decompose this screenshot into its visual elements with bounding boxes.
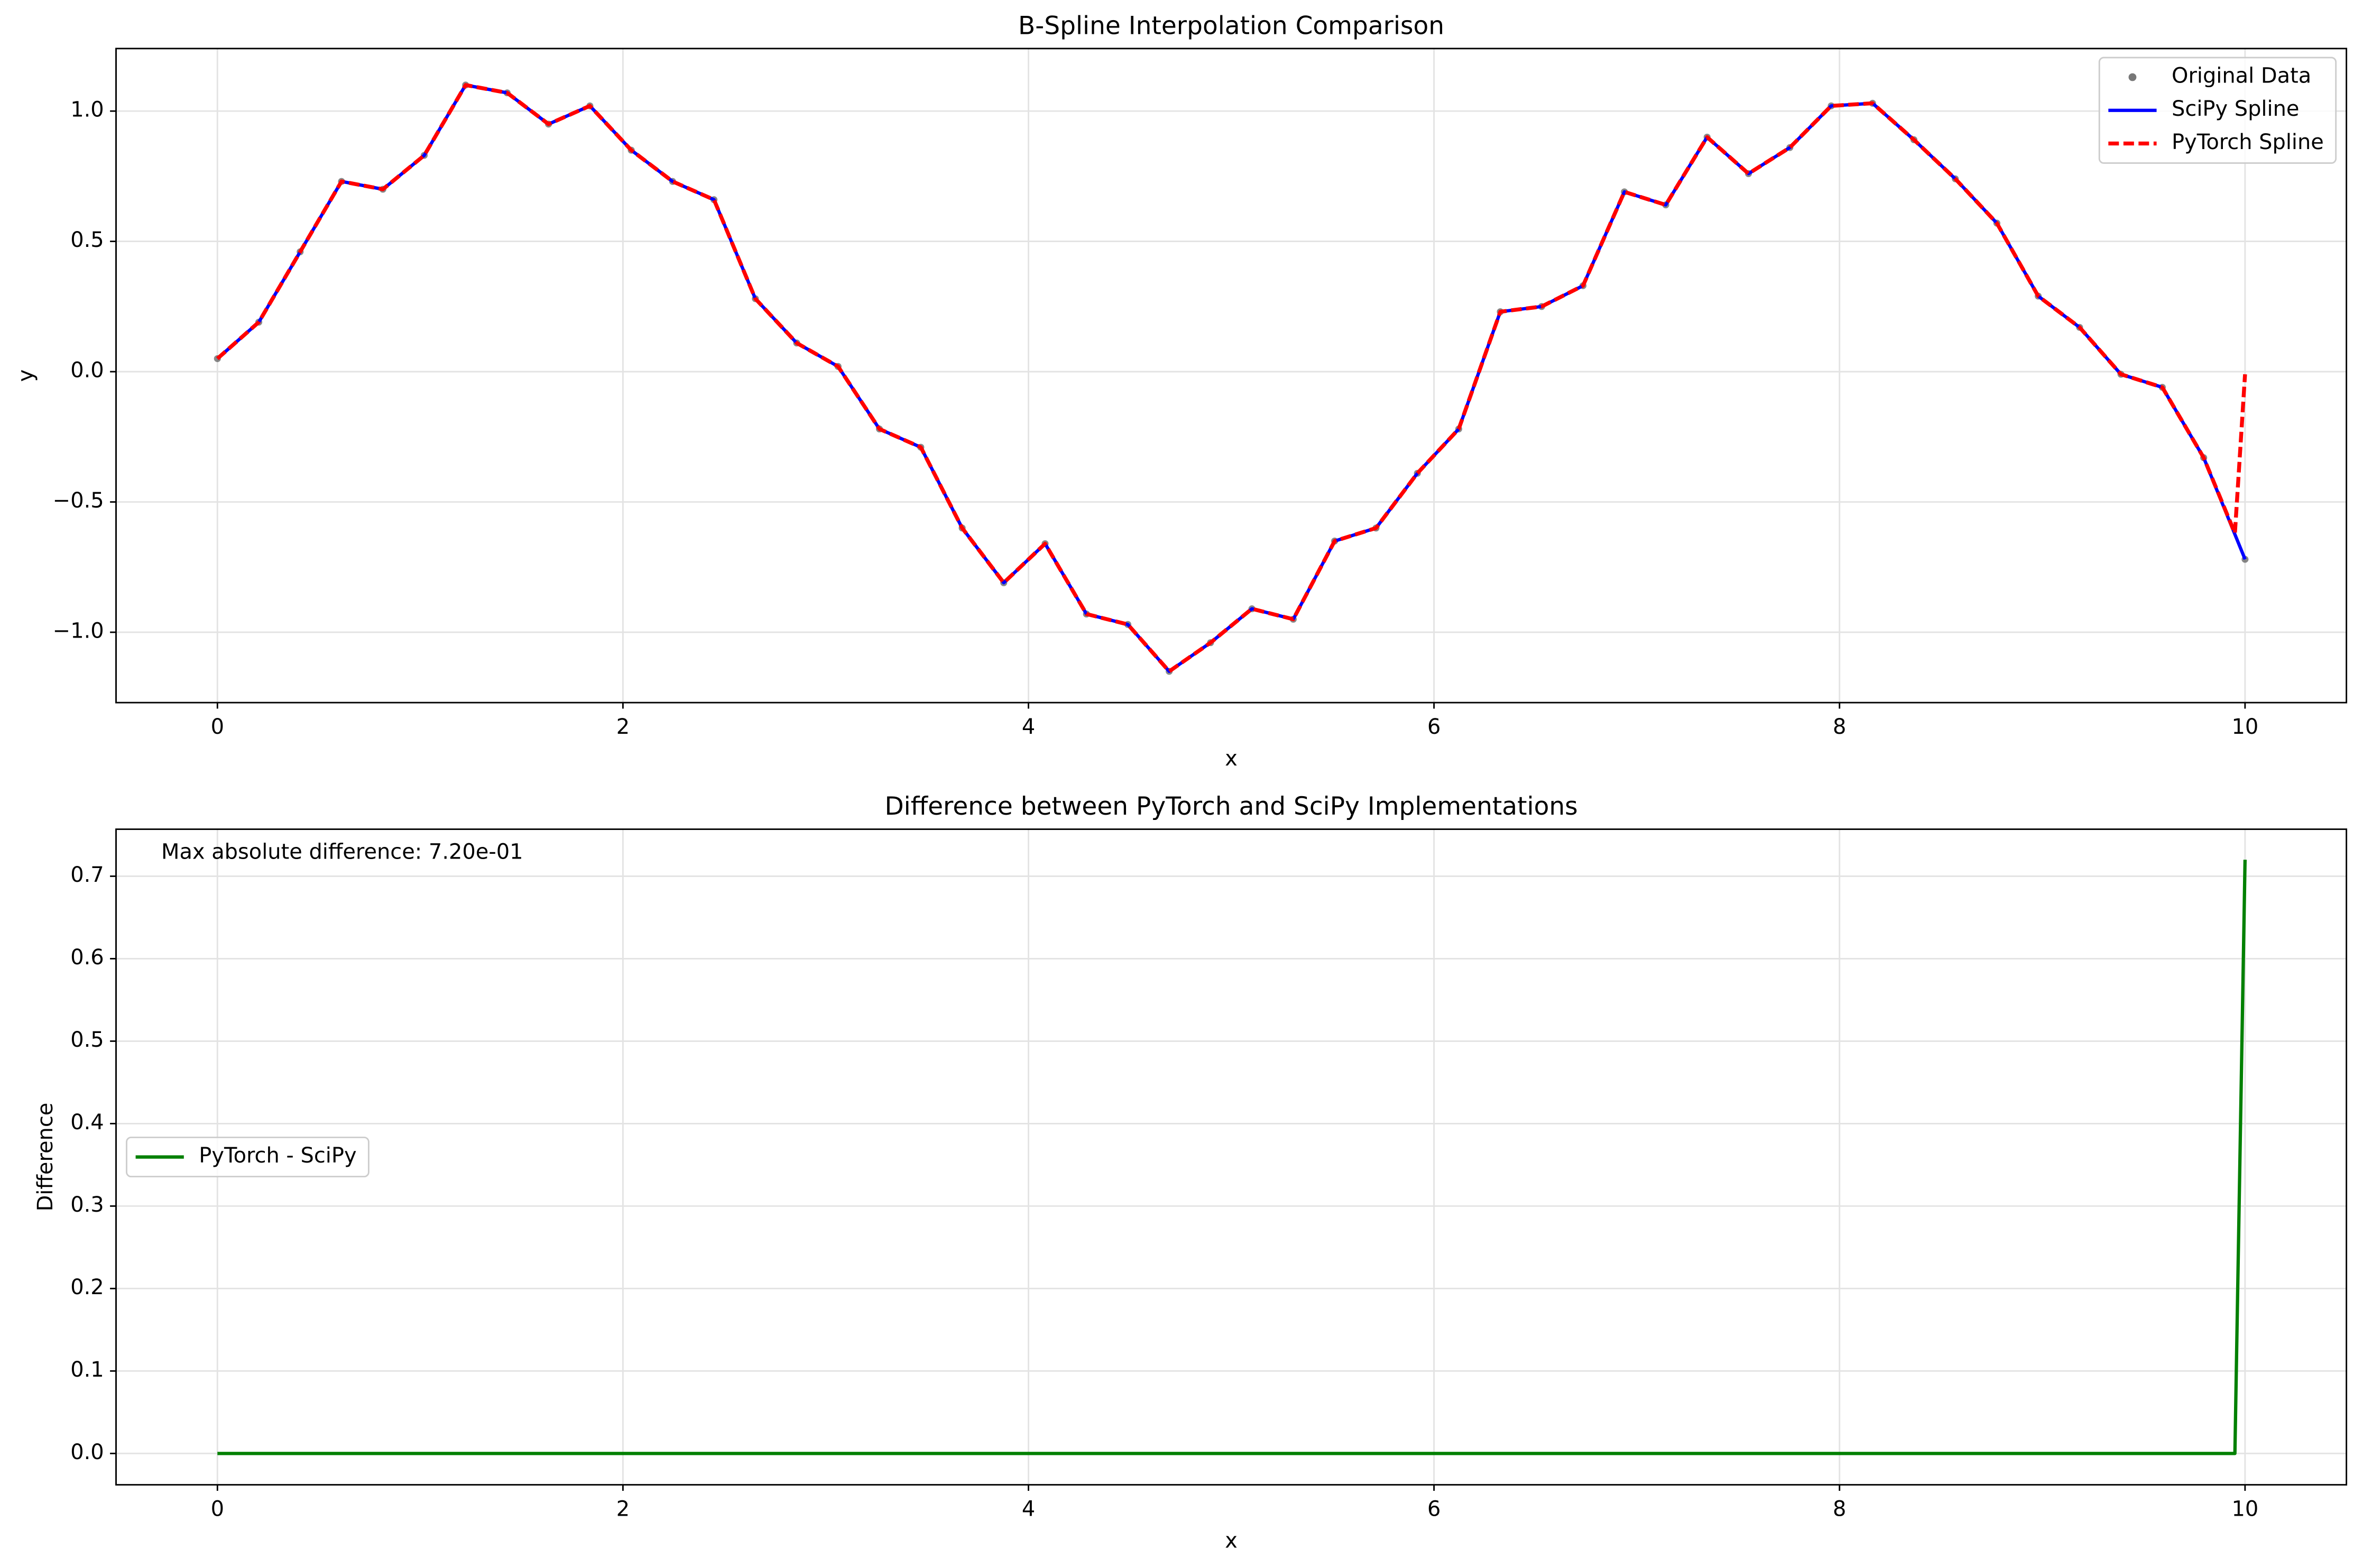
x-tick-label: 4: [1022, 715, 1035, 739]
y-tick-label: 0.4: [70, 1110, 104, 1135]
y-tick-label: 0.7: [70, 863, 104, 887]
y-tick-label: −0.5: [53, 488, 104, 513]
legend-frame: [126, 1137, 370, 1178]
x-tick-label: 4: [1022, 1497, 1035, 1521]
chart-title: B-Spline Interpolation Comparison: [1018, 11, 1444, 40]
y-tick-label: 0.0: [70, 1440, 104, 1464]
annotation: Max absolute difference: 7.20e-01: [161, 840, 523, 864]
series-line: [216, 83, 2247, 674]
legend-label: PyTorch - SciPy: [199, 1143, 356, 1168]
y-axis-label: Difference: [33, 1103, 58, 1212]
y-tick-label: 0.5: [70, 1028, 104, 1052]
x-tick-label: 2: [616, 715, 630, 739]
y-tick-label: 0.2: [70, 1275, 104, 1299]
legend: PyTorch - SciPy: [126, 1137, 370, 1178]
legend-label: SciPy Spline: [2172, 97, 2299, 121]
y-tick-label: 1.0: [70, 98, 104, 122]
y-axis-label: y: [14, 370, 38, 382]
legend: Original Data SciPy Spline PyTorch Spline: [2098, 57, 2337, 164]
y-tick-label: 0.5: [70, 228, 104, 252]
x-tick-label: 6: [1427, 715, 1441, 739]
x-tick-label: 0: [211, 1497, 224, 1521]
x-tick-label: 10: [2231, 1497, 2258, 1521]
legend-label: PyTorch Spline: [2172, 130, 2324, 154]
x-tick-label: 6: [1427, 1497, 1441, 1521]
legend-frame: [2098, 57, 2337, 164]
x-tick-label: 2: [616, 1497, 630, 1521]
y-tick-label: 0.1: [70, 1358, 104, 1382]
legend-label: Original Data: [2172, 63, 2311, 88]
y-tick-label: −1.0: [53, 619, 104, 643]
y-tick-label: 0.3: [70, 1193, 104, 1217]
x-tick-label: 10: [2231, 715, 2258, 739]
x-tick-label: 0: [211, 715, 224, 739]
chart-title: Difference between PyTorch and SciPy Imp…: [884, 792, 1577, 821]
plot-area: [214, 81, 2249, 675]
legend-marker: [2128, 73, 2137, 81]
y-tick-label: 0.6: [70, 945, 104, 970]
axes-frame: [115, 48, 2348, 704]
axes-frame: [115, 828, 2348, 1486]
series-line: [217, 860, 2247, 1455]
x-tick-label: 8: [1833, 1497, 1846, 1521]
x-tick-label: 8: [1833, 715, 1846, 739]
x-axis-label: x: [1225, 746, 1238, 771]
plot-area: [217, 860, 2247, 1455]
y-tick-label: 0.0: [70, 358, 104, 383]
x-axis-label: x: [1225, 1528, 1238, 1553]
